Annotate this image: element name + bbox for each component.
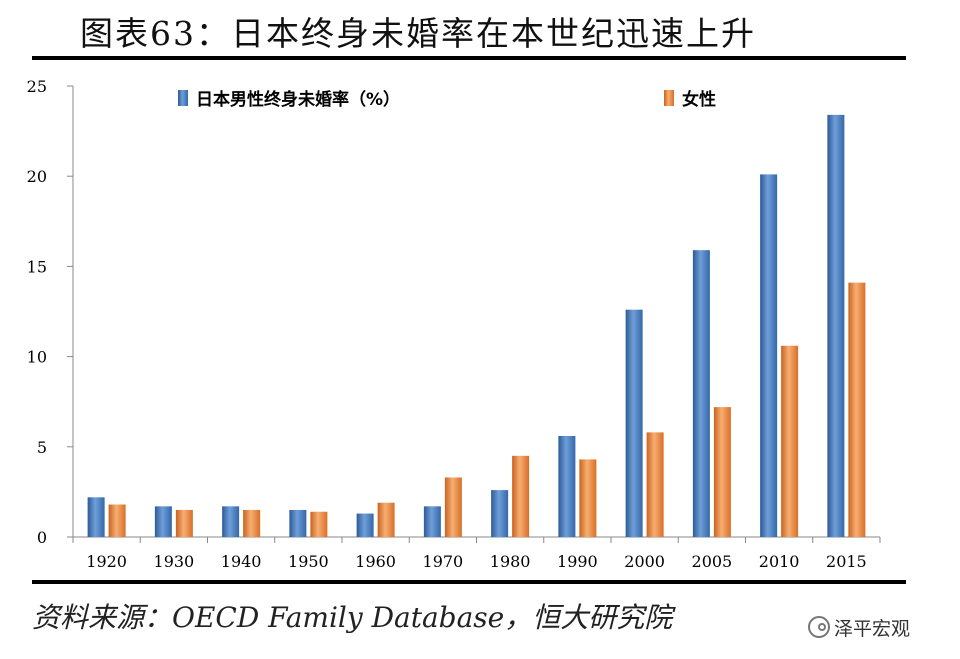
bar-female bbox=[243, 509, 261, 537]
bar-male bbox=[87, 497, 105, 537]
watermark-text: 泽平宏观 bbox=[834, 617, 911, 640]
y-tick-label: 10 bbox=[27, 348, 47, 367]
x-tick-label: 2010 bbox=[759, 552, 800, 571]
bar-male bbox=[625, 309, 643, 537]
bar-female bbox=[512, 455, 530, 537]
y-tick-label: 20 bbox=[27, 167, 47, 186]
bar-male bbox=[827, 114, 845, 537]
x-tick-label: 1990 bbox=[557, 552, 598, 571]
bar-male bbox=[289, 509, 307, 537]
x-tick-label: 1970 bbox=[423, 552, 464, 571]
x-tick-label: 1980 bbox=[490, 552, 531, 571]
legend-male-label: 日本男性终身未婚率（%） bbox=[196, 89, 400, 110]
bar-female bbox=[781, 345, 799, 537]
top-rule bbox=[32, 56, 906, 60]
bar-female bbox=[108, 504, 126, 537]
x-tick-label: 2005 bbox=[692, 552, 733, 571]
bar-female bbox=[579, 459, 597, 537]
source-note: 资料来源：OECD Family Database，恒大研究院 bbox=[32, 601, 673, 634]
bar-male bbox=[154, 506, 172, 537]
bar-male bbox=[558, 435, 576, 537]
x-tick-label: 1930 bbox=[154, 552, 195, 571]
bar-male bbox=[491, 490, 509, 537]
bar-female bbox=[444, 477, 462, 537]
x-tick-label: 2000 bbox=[624, 552, 665, 571]
wechat-icon bbox=[808, 616, 830, 638]
x-tick-label: 2015 bbox=[826, 552, 867, 571]
watermark: 泽平宏观 bbox=[808, 612, 938, 642]
bar-female bbox=[175, 509, 193, 537]
bar-female bbox=[310, 511, 328, 537]
bar-male bbox=[356, 513, 374, 537]
bar-female bbox=[646, 432, 664, 537]
legend-male-swatch bbox=[178, 90, 188, 106]
x-tick-label: 1920 bbox=[86, 552, 127, 571]
y-tick-label: 0 bbox=[37, 528, 47, 547]
legend-female-label: 女性 bbox=[682, 89, 716, 110]
figure-title: 图表63：日本终身未婚率在本世纪迅速上升 bbox=[80, 14, 756, 53]
y-tick-label: 15 bbox=[27, 257, 47, 276]
bar-female bbox=[713, 407, 731, 537]
x-tick-label: 1940 bbox=[221, 552, 262, 571]
bar-male bbox=[423, 506, 441, 537]
y-tick-label: 25 bbox=[27, 77, 47, 96]
x-tick-label: 1950 bbox=[288, 552, 329, 571]
bar-female bbox=[377, 502, 395, 537]
bottom-rule bbox=[32, 580, 906, 584]
x-tick-label: 1960 bbox=[355, 552, 396, 571]
bar-male bbox=[692, 250, 710, 537]
legend-female-swatch bbox=[664, 90, 674, 106]
y-tick-label: 5 bbox=[37, 438, 47, 457]
bar-male bbox=[760, 174, 778, 537]
bar-male bbox=[222, 506, 240, 537]
bar-female bbox=[848, 282, 866, 537]
